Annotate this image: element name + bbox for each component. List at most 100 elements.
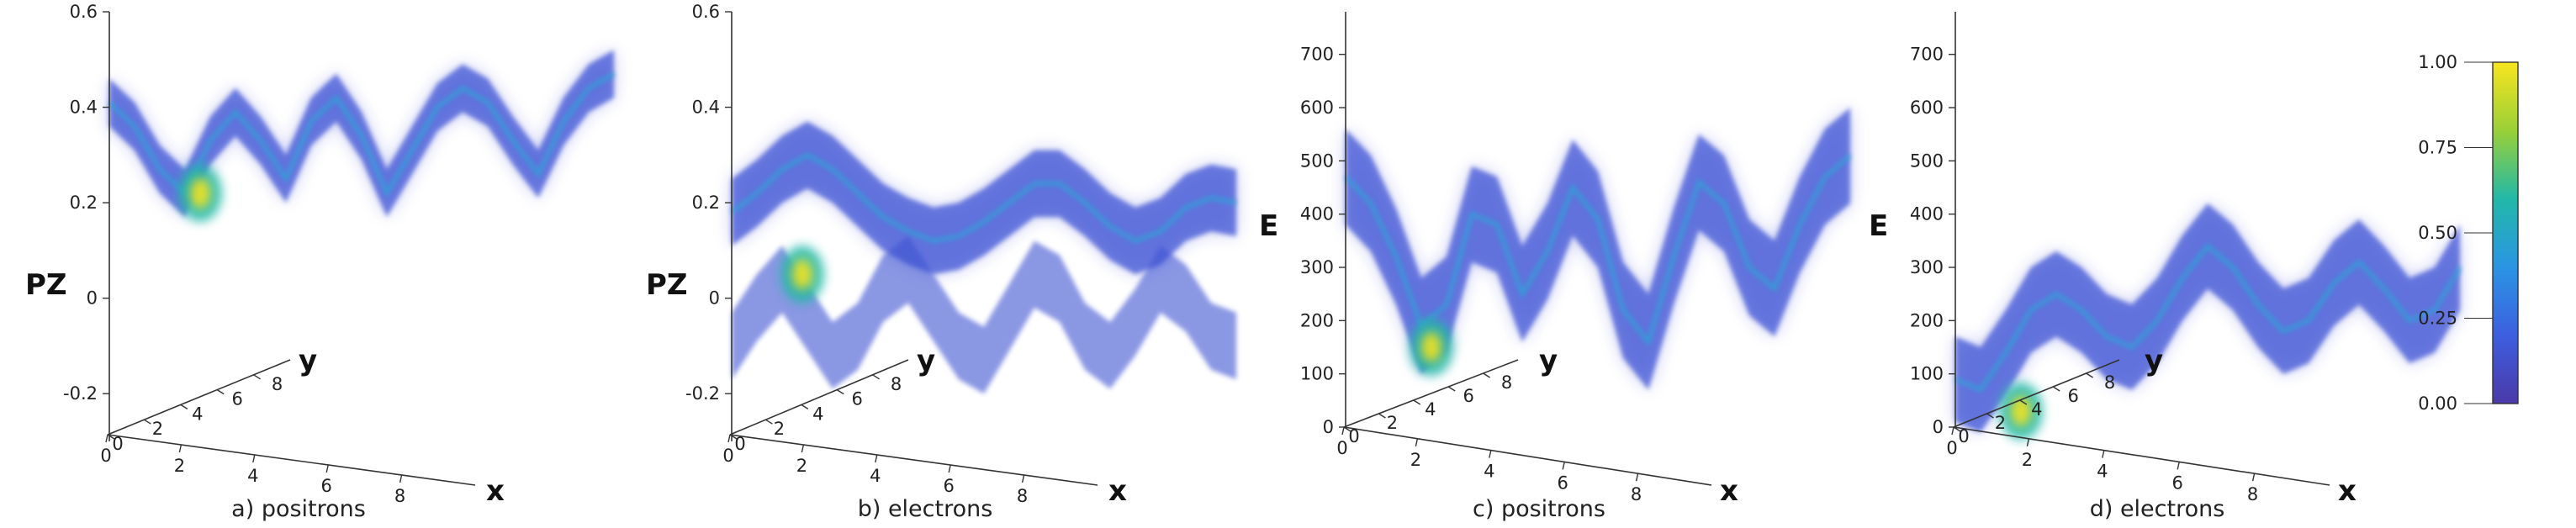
colorbar-ticks: 1.00 0.75 0.50 0.25 0.00 xyxy=(2418,52,2493,414)
depth-tick-mark xyxy=(144,419,151,425)
y-tick-label: 0.4 xyxy=(692,98,720,118)
depth-tick-label: 4 xyxy=(1425,399,1436,420)
x-tick-label: 6 xyxy=(944,476,955,496)
y-axis-label: E xyxy=(1869,209,1888,243)
x-axis-line xyxy=(1343,426,1712,486)
y-tick-label: 0 xyxy=(709,288,720,309)
x-tick-label: 8 xyxy=(1631,484,1642,504)
y-tick-label: 0.4 xyxy=(70,98,98,118)
density-band xyxy=(1346,108,1850,390)
colorbar-gradient xyxy=(2492,61,2519,404)
y-tick-label: 200 xyxy=(1910,310,1944,330)
depth-tick-mark xyxy=(1378,413,1386,419)
y-tick-label: 200 xyxy=(1300,310,1334,330)
colorbar: 1.00 0.75 0.50 0.25 0.00 xyxy=(2418,52,2519,414)
x-tick-mark xyxy=(1341,426,1345,436)
density-ridge xyxy=(1954,243,2462,393)
x-tick-label: 6 xyxy=(321,476,332,496)
density-band-lower xyxy=(732,235,1236,394)
x-tick-mark xyxy=(1635,473,1639,482)
depth-tick-label: 0 xyxy=(1958,426,1969,446)
x-tick-mark xyxy=(399,474,403,483)
x-tick-mark xyxy=(801,444,805,453)
depth-tick-mark xyxy=(1413,399,1421,405)
density-band xyxy=(732,121,1236,275)
x-axis-line xyxy=(1953,426,2330,486)
depth-tick-label: 8 xyxy=(891,374,902,394)
y-axis-label: E xyxy=(1259,209,1278,243)
depth-tick-mark xyxy=(729,434,738,440)
depth-tick-label: 4 xyxy=(812,404,823,424)
x-tick-label: 0 xyxy=(722,446,733,466)
x-tick-label: 2 xyxy=(2022,450,2033,470)
y-tick-label: -0.2 xyxy=(685,383,720,404)
density-hotspot-core xyxy=(1421,332,1441,362)
y-tick-label: 0.6 xyxy=(70,2,98,22)
y-tick-label: 0 xyxy=(87,288,98,309)
x-tick-label: 4 xyxy=(870,466,881,486)
x-tick-mark xyxy=(875,454,878,463)
depth-axis-line xyxy=(107,359,291,436)
depth-tick-mark xyxy=(2086,372,2093,378)
depth-tick-mark xyxy=(801,404,809,409)
x-tick-label: 4 xyxy=(1484,462,1494,482)
y-tick-label: 0.6 xyxy=(692,2,720,22)
panel-caption: d) electrons xyxy=(2090,496,2225,522)
x-tick-mark xyxy=(1489,450,1492,458)
depth-axis-line xyxy=(1953,359,2120,428)
panel-d-electrons: 700 600 500 400 300 200 100 00 2 4 6 8 0 2 4 6 8 Ex y d) el… xyxy=(1869,12,2462,522)
depth-tick-mark xyxy=(836,389,844,395)
y-tick-label: 700 xyxy=(1300,45,1334,65)
x-tick-label: 8 xyxy=(2247,484,2258,504)
x-tick-label: 2 xyxy=(1410,450,1421,470)
x-tick-label: 6 xyxy=(1558,473,1568,493)
colorbar-tick-label: 1.00 xyxy=(2418,52,2457,72)
x-tick-mark xyxy=(727,434,731,443)
x-tick-label: 4 xyxy=(247,466,258,486)
depth-axis-label: y xyxy=(1539,344,1558,378)
x-tick-label: 2 xyxy=(796,456,807,476)
panel-a-positrons: 0.6 0.4 0.2 0 -0.2 0 2 4 6 8 0 2 4 6 8 PZ x y a) positrons xyxy=(25,2,616,522)
depth-tick-label: 0 xyxy=(112,434,123,454)
y-tick-label: 700 xyxy=(1910,45,1944,65)
depth-tick-label: 4 xyxy=(192,404,203,424)
depth-tick-label: 4 xyxy=(2031,399,2042,420)
x-tick-mark xyxy=(2102,450,2105,458)
x-tick-label: 0 xyxy=(100,446,111,466)
y-tick-label: 100 xyxy=(1910,364,1944,384)
x-tick-mark xyxy=(252,454,256,463)
x-axis-line xyxy=(729,434,1098,486)
x-tick-mark xyxy=(1415,438,1419,446)
x-tick-mark xyxy=(948,464,951,473)
y-tick-label: -0.2 xyxy=(63,383,98,404)
depth-tick-label: 6 xyxy=(2068,386,2079,406)
y-tick-label: 300 xyxy=(1300,257,1334,277)
depth-tick-mark xyxy=(1953,426,1961,432)
y-tick-label: 300 xyxy=(1910,257,1944,277)
depth-tick-mark xyxy=(107,434,115,440)
y-axis-label: PZ xyxy=(646,268,688,302)
x-tick-label: 8 xyxy=(394,486,405,506)
depth-tick-mark xyxy=(180,404,188,409)
y-tick-label: 0 xyxy=(1323,417,1334,437)
density-hotspot-core xyxy=(190,177,210,209)
panel-caption: b) electrons xyxy=(858,496,993,522)
y-tick-label: 100 xyxy=(1300,364,1334,384)
depth-tick-label: 2 xyxy=(1387,413,1398,433)
y-tick-label: 600 xyxy=(1910,98,1944,118)
panel-caption: c) positrons xyxy=(1473,496,1605,522)
y-tick-label: 600 xyxy=(1300,98,1334,118)
depth-tick-label: 6 xyxy=(232,389,243,409)
x-axis-label: x xyxy=(486,474,505,508)
depth-tick-label: 8 xyxy=(1501,372,1512,393)
panel-caption: a) positrons xyxy=(231,496,366,522)
x-tick-mark xyxy=(1021,474,1025,483)
depth-tick-label: 2 xyxy=(152,419,163,439)
depth-tick-mark xyxy=(253,374,261,380)
y-axis-label: PZ xyxy=(25,268,67,302)
colorbar-tick-label: 0.50 xyxy=(2418,223,2457,243)
y-tick-label: 400 xyxy=(1910,204,1944,224)
density-hotspot-core xyxy=(792,259,812,290)
depth-tick-mark xyxy=(872,374,880,380)
